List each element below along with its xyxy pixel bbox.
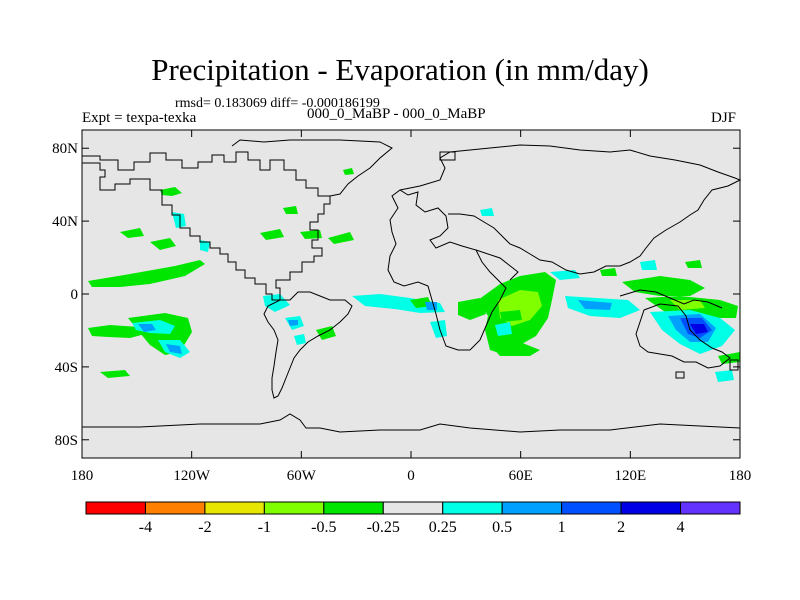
longitude-label: 180 [71,468,94,484]
experiment-label: Expt = texpa-texka [82,110,197,126]
colorbar-swatch [85,501,146,515]
anomaly-patch [458,298,486,320]
colorbar-swatch [680,501,741,515]
coastline [475,249,519,281]
coastline [635,303,731,369]
anomaly-patch [200,240,210,252]
anomaly-patch [430,320,447,338]
longitude-label: 180 [729,468,752,484]
colorbar-swatch [263,501,325,515]
coastline [231,139,393,197]
latitude-labels: 80N 40N 0 40S 80S [52,141,78,449]
longitude-label: 60E [509,468,533,484]
anomaly-patch [425,302,437,310]
anomaly-patch [578,300,612,310]
anomaly-patch [88,325,145,338]
colorbar-label: -0.25 [367,519,400,536]
colorbar-swatch [204,501,265,515]
longitude-labels: 180 120W 60W 0 60E 120E 180 [71,468,752,484]
anomaly-patch [100,370,130,378]
anomaly-patches [88,168,740,382]
anomaly-patch [120,228,144,238]
anomaly-patch [166,344,182,354]
map-title: Precipitation - Evaporation (in mm/day) [151,52,649,87]
coastline [387,189,507,351]
colorbar-label: 4 [677,519,685,536]
coastline [399,144,742,275]
latitude-label: 40N [52,214,78,230]
coastline [675,371,685,379]
colorbar [85,501,741,515]
colorbar-label: 2 [617,519,625,536]
latitude-label: 80S [55,433,78,449]
anomaly-patch [88,260,205,287]
anomaly-patch [300,230,322,239]
anomaly-patch [343,168,354,175]
longitude-label: 120E [614,468,646,484]
coastlines [82,139,742,433]
anomaly-patch [263,294,290,312]
anomaly-patch [480,208,494,216]
latitude-label: 0 [71,287,79,303]
colorbar-label: -0.5 [311,519,336,536]
colorbar-label: -1 [258,519,271,536]
anomaly-patch [690,324,708,334]
anomaly-patch [260,229,284,240]
colorbar-swatch [442,501,503,515]
map-background [82,130,740,458]
anomaly-patch [685,260,702,268]
anomaly-patch [352,294,445,313]
latitude-label: 80N [52,141,78,157]
anomaly-patch [500,310,522,322]
longitude-label: 60W [287,468,317,484]
anomaly-patch [294,334,306,345]
anomaly-patch [718,352,740,364]
anomaly-patch [328,232,354,244]
season-label: DJF [711,110,737,126]
anomaly-patch [138,324,156,332]
coastline [619,289,723,309]
colorbar-swatch [620,501,682,515]
stats-text: rmsd= 0.183069 diff= -0.000186199 [175,96,380,111]
anomaly-patch [283,206,298,214]
coastline [82,151,331,301]
anomaly-patch [150,238,176,250]
anomaly-patch [495,322,512,336]
anomaly-patch [622,276,705,296]
coastline [263,291,353,399]
anomaly-patch [160,187,182,196]
anomaly-patch [550,270,580,280]
colorbar-label: 1 [558,519,566,536]
anomaly-patch [490,342,540,356]
longitude-label: 120W [173,468,211,484]
latitude-label: 40S [55,360,78,376]
longitude-label: 0 [407,468,415,484]
colorbar-label: -2 [198,519,211,536]
colorbar-label: 0.25 [429,519,457,536]
anomaly-patch [640,260,657,270]
colorbar-swatch [382,501,444,515]
colorbar-swatch [323,501,384,515]
colorbar-label: 0.5 [492,519,512,536]
colorbar-swatch [144,501,206,515]
colorbar-labels: -4 -2 -1 -0.5 -0.25 0.25 0.5 1 2 4 [139,519,685,536]
coastline [82,413,741,433]
colorbar-swatch [561,501,622,515]
anomaly-patch [288,320,298,326]
colorbar-swatch [501,501,563,515]
tick-marks [81,130,741,458]
coastline [729,359,739,371]
cases-label: 000_0_MaBP - 000_0_MaBP [307,106,486,122]
anomaly-patch [600,268,617,276]
anomaly-patch [715,370,734,382]
coastline [439,151,456,161]
colorbar-label: -4 [139,519,152,536]
anomaly-patch [172,212,186,228]
